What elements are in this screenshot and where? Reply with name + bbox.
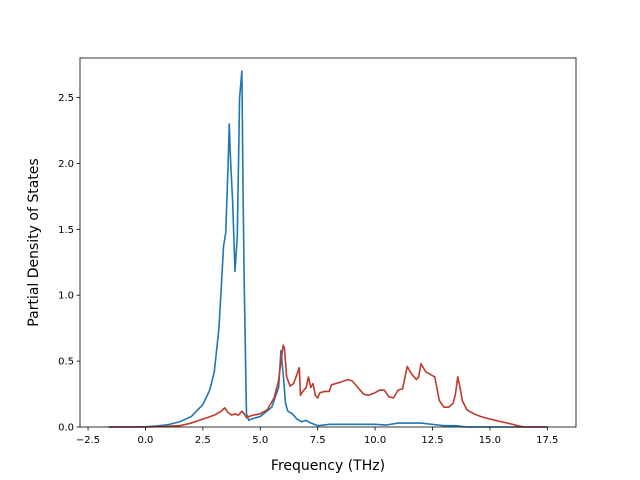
series-line-2 [108, 344, 548, 428]
x-axis-label: Frequency (THz) [271, 458, 385, 474]
y-tick-label: 1.0 [58, 291, 74, 302]
series-layer [108, 70, 548, 428]
x-tick-label: 15.0 [479, 435, 501, 446]
y-axis-label: Partial Density of States [26, 158, 42, 326]
x-tick-label: 2.5 [195, 435, 211, 446]
y-axis-ticks: 0.0 0.5 1.0 1.5 2.0 2.5 [58, 93, 80, 434]
x-tick-label: 17.5 [536, 435, 558, 446]
x-tick-label: 5.0 [252, 435, 268, 446]
axes-frame [79, 57, 577, 428]
y-tick-label: 2.0 [58, 159, 74, 170]
x-tick-label: 10.0 [364, 435, 386, 446]
x-axis-ticks: −2.5 0.0 2.5 5.0 7.5 10.0 12.5 15.0 17.5 [76, 427, 558, 446]
plot-area [79, 57, 577, 428]
x-tick-label: 0.0 [137, 435, 153, 446]
x-tick-label: 12.5 [421, 435, 443, 446]
y-tick-label: 2.5 [58, 93, 74, 104]
y-tick-label: 0.5 [58, 357, 74, 368]
x-tick-label: 7.5 [310, 435, 326, 446]
series-line-1 [108, 70, 548, 428]
x-tick-label: −2.5 [76, 435, 100, 446]
y-tick-label: 0.0 [58, 423, 74, 434]
y-tick-label: 1.5 [58, 225, 74, 236]
